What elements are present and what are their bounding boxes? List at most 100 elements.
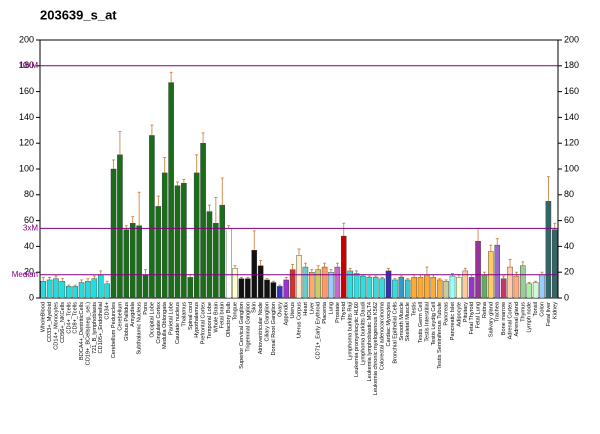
bar	[392, 279, 398, 299]
bar	[264, 279, 270, 299]
x-tick-label: Kidney	[552, 302, 558, 319]
bar	[232, 268, 238, 299]
x-tick-label: Cerebellum	[117, 302, 123, 331]
x-tick-label: Uterus Corpus	[296, 302, 302, 338]
bar	[296, 255, 302, 299]
bar	[449, 275, 456, 299]
bar	[129, 222, 136, 299]
x-tick-label: Appendix	[284, 302, 290, 326]
y2-tick-label: 0	[564, 292, 569, 302]
x-tick-label: Testis Leydig Cell	[431, 302, 437, 346]
bar	[270, 282, 277, 299]
bar	[513, 275, 520, 299]
bar	[213, 222, 219, 299]
bar	[520, 265, 526, 299]
x-tick-label: CD56+_NKCells	[60, 302, 66, 343]
x-tick-label: Testis	[412, 302, 418, 317]
x-tick-label: Globus Pallidus	[124, 302, 130, 341]
x-tick-label: Fetal Lung	[476, 302, 482, 328]
x-tick-label: Placenta	[322, 301, 328, 324]
x-tick-label: CD33+_Myeloid	[47, 302, 53, 342]
y-tick-label: 100	[19, 163, 34, 173]
bar	[155, 206, 162, 299]
x-tick-label: Uterus	[290, 302, 296, 319]
bar	[341, 235, 347, 299]
x-tick-label: Adrenal Cortex	[508, 302, 514, 340]
bar	[353, 273, 360, 299]
bar	[277, 286, 283, 299]
x-tick-label: Heart	[303, 302, 309, 316]
x-tick-label: Lung	[328, 302, 334, 314]
bar	[193, 172, 200, 299]
bar	[174, 185, 181, 299]
bar	[494, 244, 501, 299]
bar	[526, 283, 532, 299]
y2-tick-label: 160	[564, 86, 579, 96]
x-tick-label: Amygdala	[130, 301, 136, 327]
bar	[404, 279, 411, 299]
x-tick-label: Prostate	[335, 302, 341, 323]
x-tick-label: Bronchial Epithelial Cells	[392, 302, 398, 364]
x-tick-label: CD4+_Tcells	[66, 302, 72, 334]
bar	[181, 182, 187, 299]
x-tick-label: CD19+_BCells(neg._sel.)	[85, 302, 91, 365]
bar	[149, 135, 155, 299]
y2-tick-label: 140	[564, 112, 579, 122]
bar	[500, 278, 507, 299]
x-tick-label: Lymphoma burkitts Raji	[348, 302, 354, 360]
x-tick-label: Thyroid	[341, 302, 347, 321]
bar	[417, 277, 424, 299]
x-tick-label: CD71+_Early Erythroid	[316, 302, 322, 359]
y2-tick-label: 80	[564, 189, 574, 199]
reference-label: 3xM	[23, 223, 38, 232]
y2-tick-label: 100	[564, 163, 579, 173]
x-tick-label: Smooth Muscle	[399, 302, 405, 341]
y-tick-label: 180	[19, 60, 34, 70]
x-tick-label: 721_B_lymphoblasts	[92, 302, 98, 354]
x-tick-label: CD14+_Monocytes	[53, 302, 59, 350]
x-tick-label: Testis Seminiferous Tubule	[437, 302, 443, 369]
bar	[85, 281, 91, 299]
y2-tick-label: 180	[564, 60, 579, 70]
bar	[430, 277, 437, 299]
x-tick-label: Pituitary	[463, 302, 469, 322]
bar	[398, 277, 405, 299]
x-tick-label: Leukemia chronic myelogenous K562	[373, 302, 379, 395]
x-tick-label: Tongue	[233, 302, 239, 320]
x-tick-label: Adrenal gland	[514, 302, 520, 337]
x-tick-label: Bone marrow	[501, 301, 507, 335]
bar	[206, 211, 213, 299]
x-tick-label: Pancreas	[444, 302, 450, 326]
x-tick-label: Pons	[143, 302, 149, 315]
x-tick-label: Spinal cord	[188, 302, 194, 330]
x-tick-label: Dorsal Root Ganglion	[271, 302, 277, 355]
x-tick-label: CD105+_Endothelial	[98, 302, 104, 353]
x-tick-label: Medulla Oblongata	[162, 301, 168, 349]
bar	[59, 281, 66, 299]
bar	[66, 286, 72, 299]
x-tick-label: Pancreatic Islet	[450, 302, 456, 341]
x-tick-label: Cerebellum Peduncles	[111, 302, 117, 358]
y2-tick-label: 200	[564, 34, 579, 44]
bar	[436, 279, 443, 299]
x-tick-label: Colon	[539, 302, 545, 317]
bar	[328, 272, 334, 299]
y-tick-label: 0	[29, 292, 34, 302]
bar	[53, 278, 59, 299]
x-tick-label: Skeletal Muscle	[405, 302, 411, 341]
x-tick-label: WholeBlood	[41, 302, 47, 332]
bar	[372, 277, 379, 299]
bar	[161, 172, 168, 299]
bar	[46, 279, 53, 299]
x-tick-label: Temporal Lobe	[207, 302, 213, 339]
bar	[302, 266, 309, 299]
x-tick-label: Fetal liver	[546, 302, 552, 326]
bar	[110, 168, 117, 299]
x-tick-label: Hypothalamus	[194, 302, 200, 338]
bar	[424, 274, 430, 299]
x-tick-label: Tonsil	[533, 302, 539, 316]
x-tick-label: Liver	[309, 302, 315, 314]
x-tick-label: Superior Cervical Ganglion	[239, 302, 245, 369]
y-tick-label: 40	[24, 241, 34, 251]
